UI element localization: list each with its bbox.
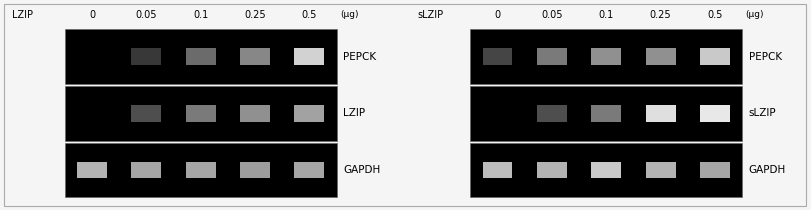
Bar [131,162,161,178]
Bar [483,162,513,178]
Text: 0.25: 0.25 [244,10,266,20]
Text: 0: 0 [89,10,95,20]
Bar [646,105,676,122]
Bar [65,143,337,197]
Bar [294,49,324,65]
Bar [591,49,621,65]
Bar [470,143,742,197]
Bar [470,86,742,140]
Text: 0: 0 [495,10,500,20]
Bar [131,49,161,65]
Bar [591,105,621,122]
Text: 0.1: 0.1 [599,10,614,20]
Bar [646,49,676,65]
Text: 0.5: 0.5 [302,10,317,20]
Text: GAPDH: GAPDH [749,165,786,175]
Text: 0.1: 0.1 [193,10,208,20]
Bar [537,49,567,65]
Bar [537,105,567,122]
Bar [240,162,270,178]
Bar [77,162,107,178]
Bar [700,105,730,122]
Bar [700,162,730,178]
Bar [483,49,513,65]
Text: sLZIP: sLZIP [749,108,776,118]
Bar [591,162,621,178]
Text: 0.5: 0.5 [707,10,723,20]
Bar [294,105,324,122]
Text: (μg): (μg) [745,10,764,19]
Text: sLZIP: sLZIP [418,10,444,20]
Text: 0.05: 0.05 [135,10,157,20]
Text: 0.25: 0.25 [650,10,672,20]
Bar [65,29,337,84]
Text: GAPDH: GAPDH [343,165,380,175]
Text: LZIP: LZIP [12,10,33,20]
Bar [470,29,742,84]
Bar [700,49,730,65]
Text: (μg): (μg) [340,10,358,19]
Bar [131,105,161,122]
Bar [240,105,270,122]
Text: PEPCK: PEPCK [749,52,782,62]
Bar [240,49,270,65]
Bar [186,162,216,178]
Bar [646,162,676,178]
Text: LZIP: LZIP [343,108,365,118]
Bar [537,162,567,178]
Text: PEPCK: PEPCK [343,52,376,62]
Bar [186,49,216,65]
Bar [65,86,337,140]
Bar [186,105,216,122]
Text: 0.05: 0.05 [541,10,563,20]
Bar [294,162,324,178]
